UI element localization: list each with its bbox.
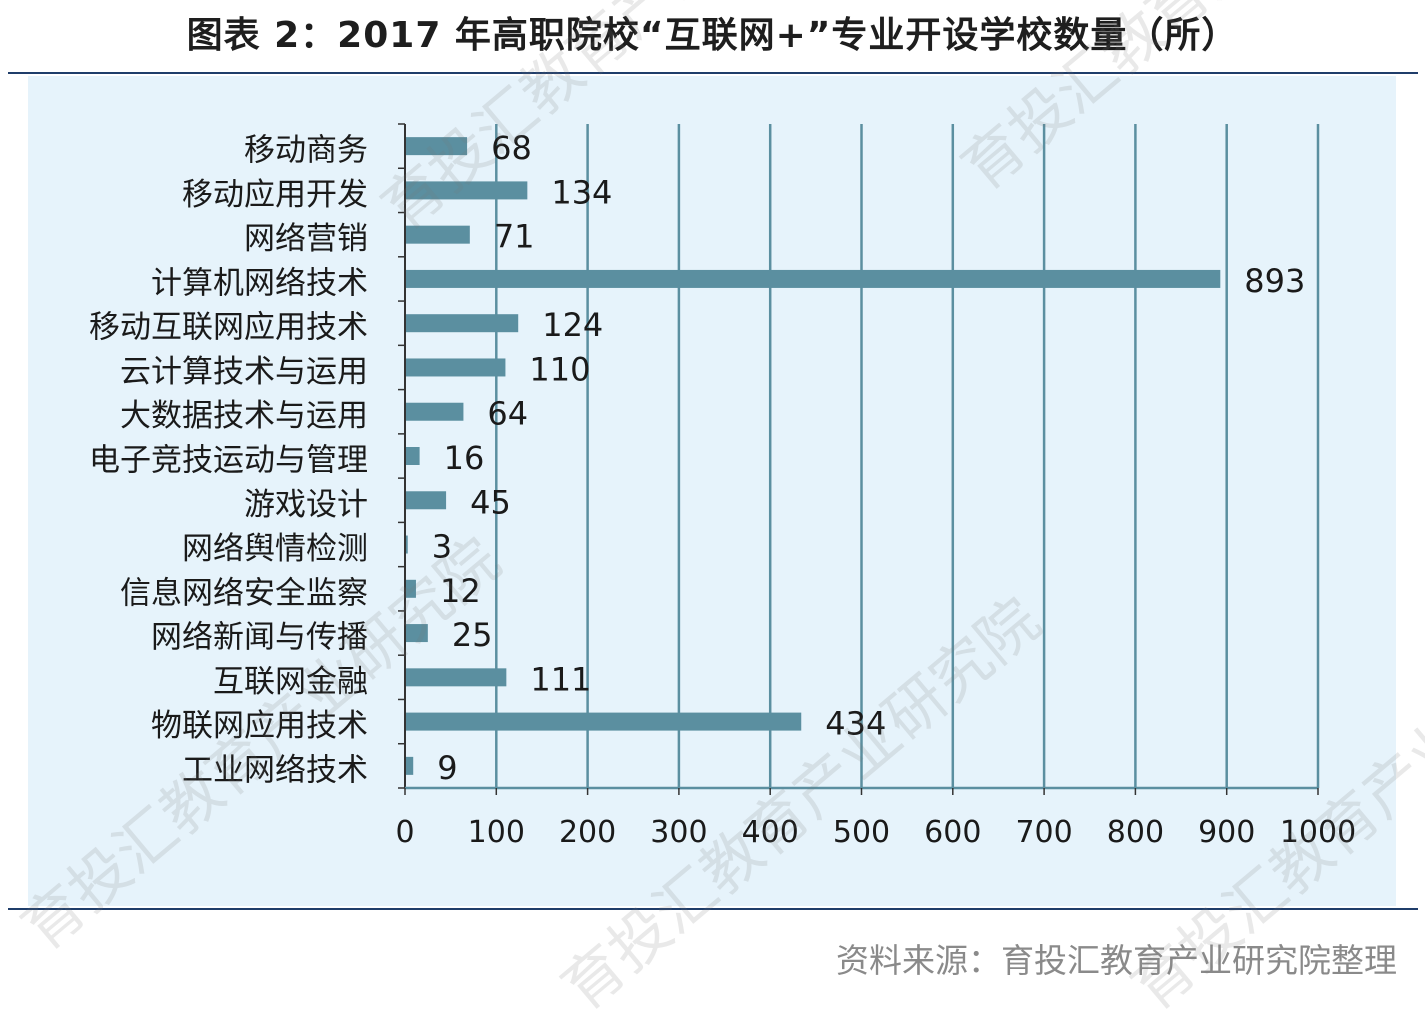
- data-label: 124: [542, 306, 603, 344]
- category-label: 物联网应用技术: [151, 708, 368, 744]
- x-tick-label: 600: [924, 815, 981, 850]
- bar: [405, 756, 414, 775]
- category-label: 网络新闻与传播: [151, 620, 368, 656]
- source-note: 资料来源：育投汇教育产业研究院整理: [836, 941, 1397, 980]
- data-label: 9: [437, 749, 457, 787]
- x-tick-label: 200: [559, 815, 616, 850]
- bar: [405, 668, 507, 687]
- x-tick-label: 500: [833, 815, 890, 850]
- x-tick-label: 400: [742, 815, 799, 850]
- bar: [405, 225, 470, 244]
- data-label: 893: [1244, 262, 1305, 300]
- bar: [405, 181, 528, 200]
- x-tick-label: 300: [650, 815, 707, 850]
- category-label: 网络舆情检测: [182, 531, 368, 567]
- x-tick-label: 900: [1198, 815, 1255, 850]
- data-label: 64: [487, 395, 528, 433]
- bar: [405, 447, 420, 465]
- data-label: 68: [491, 129, 532, 167]
- bar: [405, 402, 464, 421]
- bar: [405, 624, 428, 643]
- category-label: 移动互联网应用技术: [89, 310, 368, 346]
- category-label: 信息网络安全监察: [120, 575, 368, 611]
- x-tick-label: 1000: [1280, 815, 1356, 850]
- data-label: 111: [530, 660, 591, 698]
- chart-panel: [28, 76, 1396, 906]
- bar: [405, 314, 519, 333]
- category-label: 移动商务: [244, 133, 368, 169]
- data-label: 12: [440, 572, 481, 610]
- data-label: 16: [444, 439, 485, 477]
- data-label: 3: [432, 528, 452, 566]
- category-label: 移动应用开发: [182, 177, 368, 213]
- data-label: 134: [551, 173, 612, 211]
- bar: [405, 535, 408, 554]
- category-label: 大数据技术与运用: [120, 398, 368, 434]
- x-tick-label: 700: [1015, 815, 1072, 850]
- bar: [405, 491, 447, 510]
- data-label: 71: [494, 218, 535, 256]
- bar: [405, 269, 1221, 288]
- bar: [405, 358, 506, 377]
- category-label: 电子竞技运动与管理: [89, 443, 368, 479]
- bar: [405, 579, 416, 598]
- category-label: 互联网金融: [213, 664, 368, 700]
- category-label: 计算机网络技术: [151, 265, 368, 301]
- chart-title: 图表 2：2017 年高职院校“互联网+”专业开设学校数量（所）: [186, 15, 1239, 56]
- bar-chart: 68 移动商务 134 移动应用开发 71 网络营销 893 计算机网络技术 124 移动互联网应…: [89, 123, 1356, 850]
- x-tick-label: 0: [395, 815, 414, 850]
- bar: [405, 712, 802, 731]
- data-label: 45: [470, 483, 511, 521]
- bottom-divider: [8, 908, 1418, 910]
- data-label: 110: [529, 350, 590, 388]
- category-label: 工业网络技术: [182, 752, 368, 788]
- x-tick-label: 100: [468, 815, 525, 850]
- category-label: 云计算技术与运用: [120, 354, 368, 390]
- data-label: 25: [452, 616, 493, 654]
- x-tick-label: 800: [1107, 815, 1164, 850]
- bar: [405, 137, 468, 156]
- data-label: 434: [825, 705, 886, 743]
- category-label: 网络营销: [244, 221, 368, 257]
- category-label: 游戏设计: [244, 487, 368, 523]
- top-divider: [8, 72, 1418, 74]
